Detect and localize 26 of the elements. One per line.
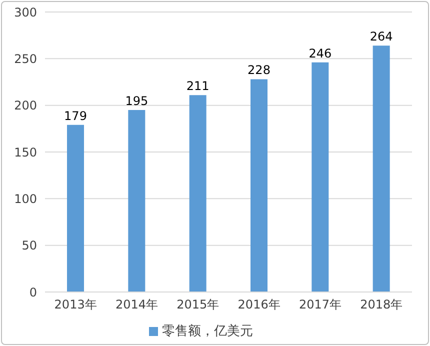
x-tick-label: 2013年 <box>54 298 97 312</box>
bar <box>312 62 329 292</box>
y-tick-label: 0 <box>29 285 37 300</box>
data-label: 228 <box>248 63 270 78</box>
y-tick-label: 150 <box>14 145 37 160</box>
bar <box>372 46 390 292</box>
data-label: 195 <box>125 94 148 108</box>
x-tick-label: 2017年 <box>298 298 342 312</box>
bar <box>128 110 146 292</box>
data-label: 179 <box>64 108 87 123</box>
data-label: 211 <box>186 79 210 94</box>
bar <box>189 95 206 292</box>
bar <box>67 124 84 292</box>
y-tick-label: 250 <box>14 52 37 66</box>
y-tick-label: 100 <box>14 192 37 206</box>
y-tick-label: 300 <box>14 5 37 20</box>
y-tick-label: 200 <box>14 98 37 113</box>
bar <box>250 79 268 292</box>
x-tick-label: 2015年 <box>176 298 220 312</box>
y-tick-label: 50 <box>22 238 37 253</box>
x-tick-label: 2016年 <box>238 298 280 312</box>
x-tick-label: 2018年 <box>360 298 403 312</box>
x-tick-label: 2014年 <box>115 298 158 312</box>
legend-label: 零售额，亿美元 <box>162 324 253 339</box>
data-label: 264 <box>370 30 393 44</box>
data-label: 246 <box>308 46 332 60</box>
